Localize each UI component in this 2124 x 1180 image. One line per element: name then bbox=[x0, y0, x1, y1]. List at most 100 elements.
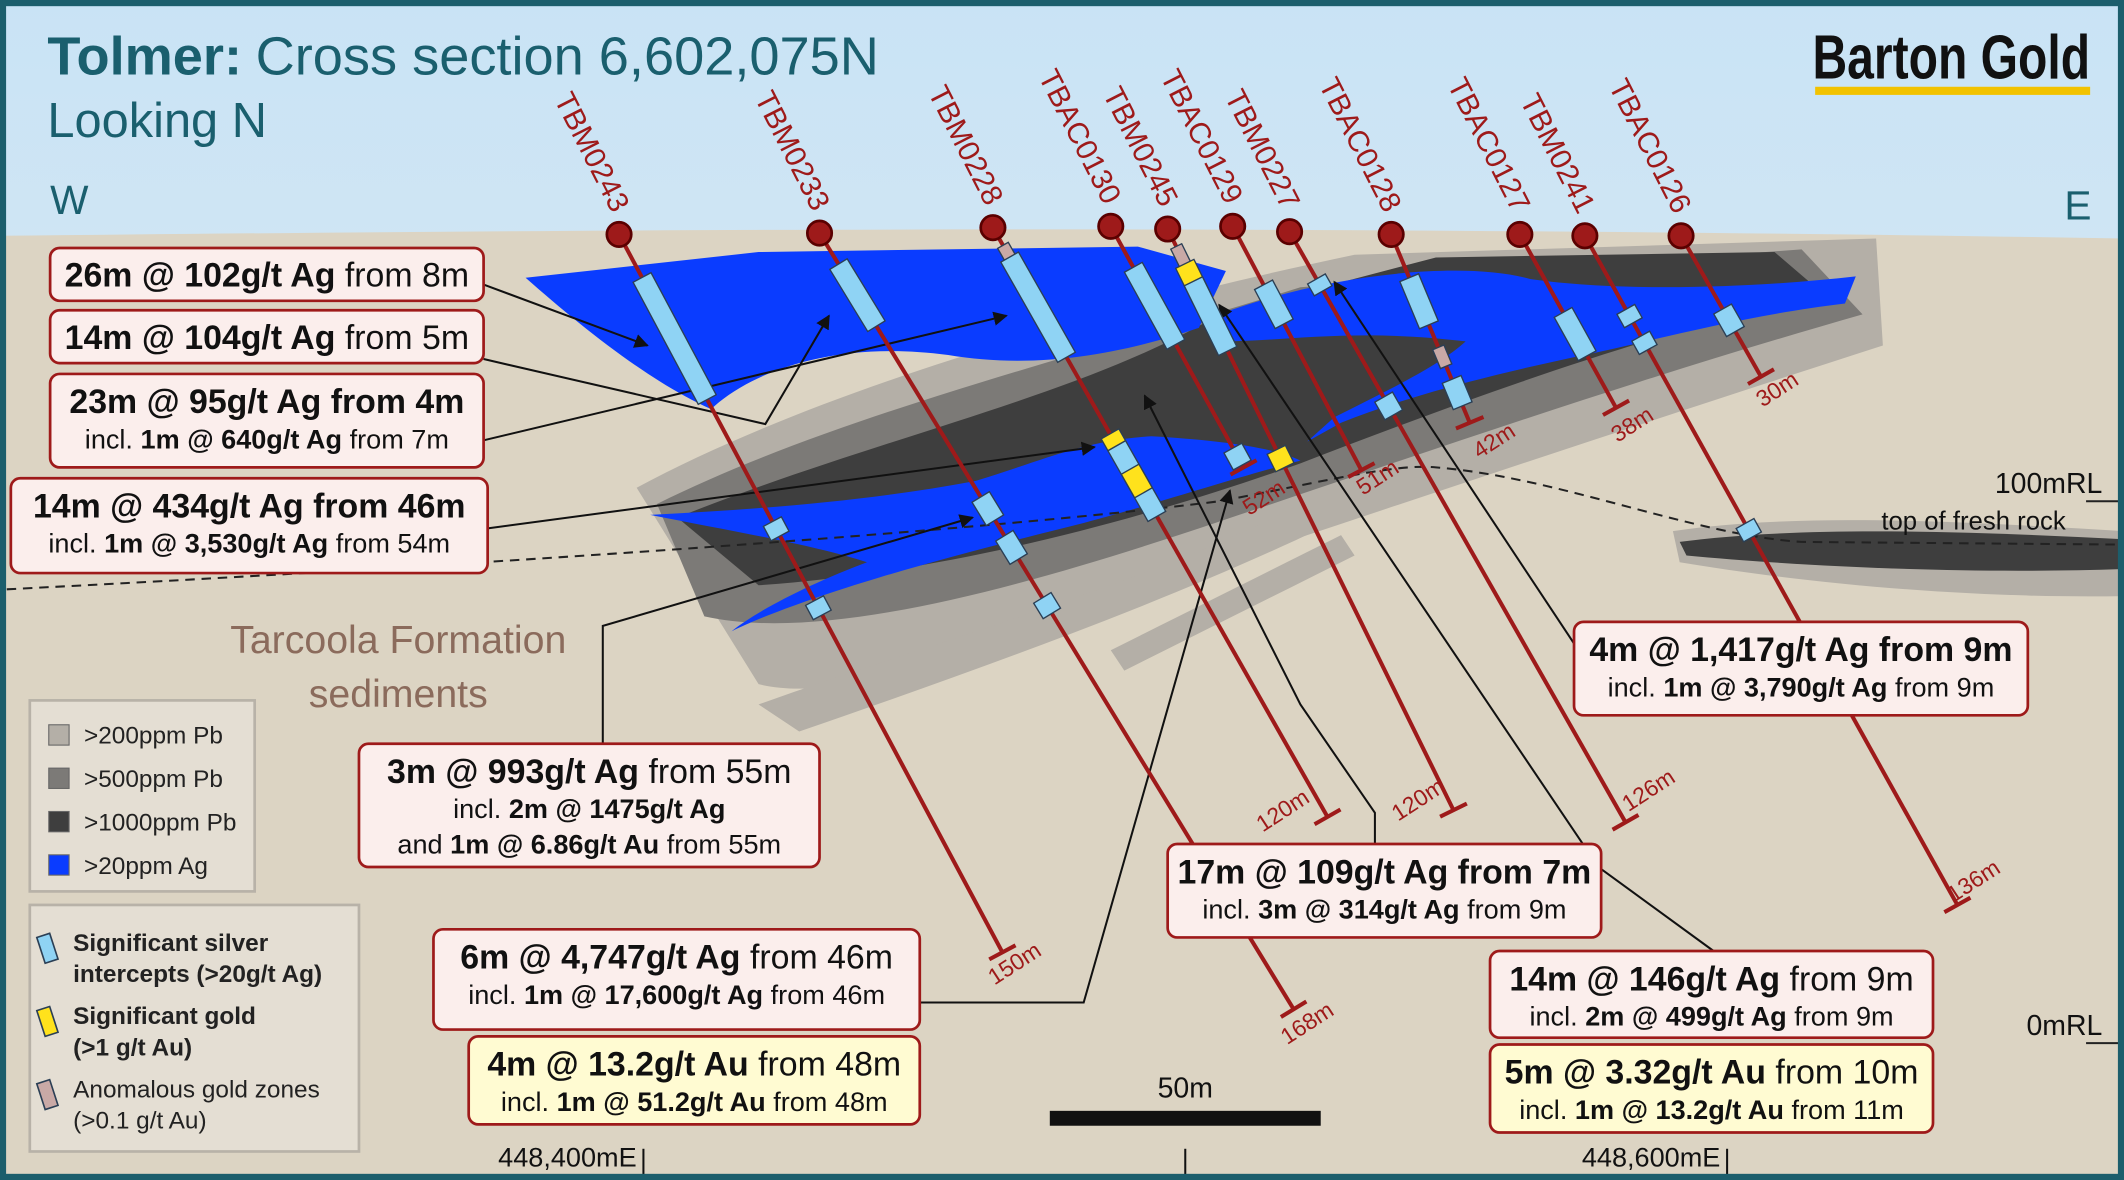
drillhole-end bbox=[1943, 895, 1972, 914]
intercept-line: 3m @ 993g/t Ag from 55m bbox=[387, 753, 791, 791]
intercept-line: 23m @ 95g/t Ag from 4m bbox=[69, 383, 464, 421]
intercept-line: 14m @ 434g/t Ag from 46m bbox=[33, 488, 466, 526]
intercept-marker bbox=[1120, 463, 1154, 499]
intercept-line: incl. 2m @ 499g/t Ag from 9m bbox=[1529, 1001, 1893, 1032]
leader bbox=[487, 441, 1096, 530]
drillhole-end bbox=[1455, 415, 1485, 431]
drillhole-collar bbox=[979, 214, 1007, 242]
formation-label: Tarcoola Formation bbox=[230, 618, 566, 662]
legend-box bbox=[28, 903, 361, 1153]
intercept-text: 1m @ 6.86g/t Au bbox=[450, 828, 659, 859]
intercept-text: 3m @ 993g/t Ag bbox=[387, 753, 639, 791]
intercept-text: 2m @ 1475g/t Ag bbox=[509, 793, 726, 824]
intercept-text: 1m @ 3,790g/t Ag bbox=[1663, 671, 1887, 702]
intercept-text: incl. bbox=[1608, 671, 1656, 702]
intercept-text: incl. bbox=[468, 979, 516, 1010]
intercept-line: 17m @ 109g/t Ag from 7m bbox=[1178, 853, 1592, 891]
intercept-marker bbox=[999, 251, 1077, 364]
drillhole-collar bbox=[1377, 220, 1405, 248]
intercept-text: 14m @ 146g/t Ag bbox=[1509, 960, 1780, 998]
intercept-text: from 9m bbox=[1790, 960, 1914, 998]
intercept-marker bbox=[1123, 261, 1186, 351]
intercept-text: 1m @ 3,530g/t Ag bbox=[104, 528, 328, 559]
intercept-line: 4m @ 13.2g/t Au from 48m bbox=[487, 1046, 901, 1084]
legend-label: Significant gold bbox=[73, 1003, 256, 1030]
intercept-text: from 55m bbox=[648, 753, 791, 791]
intercept-text: from 9m bbox=[1467, 893, 1566, 924]
intercept-line: incl. 1m @ 17,600g/t Ag from 46m bbox=[468, 979, 885, 1010]
intercept-marker bbox=[1100, 427, 1127, 452]
intercept-marker bbox=[1306, 273, 1333, 297]
legend-symbol bbox=[35, 1078, 60, 1111]
intercept-line: incl. 3m @ 314g/t Ag from 9m bbox=[1202, 893, 1566, 924]
intercept-text: incl. bbox=[1519, 1094, 1567, 1125]
intercept-text: from 54m bbox=[336, 528, 450, 559]
legend-label: intercepts (>20g/t Ag) bbox=[73, 961, 322, 988]
intercept-box bbox=[432, 927, 922, 1031]
intercept-line: incl. 1m @ 13.2g/t Au from 11m bbox=[1519, 1094, 1904, 1125]
legend-swatch bbox=[48, 854, 70, 876]
intercept-line: incl. 2m @ 1475g/t Ag bbox=[453, 793, 725, 824]
title: Tolmer: Cross section 6,602,075N bbox=[47, 27, 879, 87]
drillhole-trace bbox=[1287, 230, 1628, 824]
legend-label: >20ppm Ag bbox=[84, 853, 208, 880]
intercept-marker bbox=[1266, 444, 1295, 473]
intercept-text: incl. bbox=[501, 1086, 549, 1117]
drillhole-end bbox=[1611, 813, 1640, 832]
leader-lines bbox=[483, 280, 1715, 1004]
intercept-text: and bbox=[397, 828, 442, 859]
ag-zone bbox=[1219, 270, 1856, 442]
rl-label: 0mRL bbox=[2026, 1010, 2102, 1042]
intercept-line: 5m @ 3.32g/t Au from 10m bbox=[1505, 1054, 1919, 1092]
brand-underline bbox=[1815, 86, 2091, 95]
legend-label: >1000ppm Pb bbox=[84, 809, 236, 836]
subtitle: Looking N bbox=[47, 94, 267, 148]
intercept-line: 6m @ 4,747g/t Ag from 46m bbox=[460, 939, 893, 977]
easting-label: 448,400mE bbox=[498, 1141, 637, 1172]
intercept-text: 5m @ 3.32g/t Au bbox=[1505, 1054, 1766, 1092]
intercept-line: 26m @ 102g/t Ag from 8m bbox=[65, 257, 469, 295]
intercept-box bbox=[357, 742, 821, 869]
intercept-marker bbox=[1616, 303, 1644, 329]
geology bbox=[525, 238, 2124, 732]
intercept-box bbox=[48, 372, 485, 469]
west-label: W bbox=[50, 177, 89, 223]
intercept-text: 3m @ 314g/t Ag bbox=[1258, 893, 1459, 924]
legend-label: (>0.1 g/t Au) bbox=[73, 1107, 206, 1134]
intercept-marker bbox=[828, 257, 887, 333]
drillhole-end bbox=[1439, 801, 1468, 819]
drillhole-trace bbox=[1679, 234, 1763, 378]
legend-label: >200ppm Pb bbox=[84, 723, 223, 750]
title-text: Cross section 6,602,075N bbox=[256, 27, 879, 87]
intercept-text: from 8m bbox=[345, 257, 469, 295]
legend-label: Significant silver bbox=[73, 930, 269, 957]
intercept-marker bbox=[1398, 272, 1440, 330]
intercept-marker bbox=[971, 490, 1005, 527]
intercept-text: incl. bbox=[85, 423, 133, 454]
easting-label: 448,600mE bbox=[1582, 1141, 1721, 1172]
intercept-text: incl. bbox=[48, 528, 96, 559]
intercept-line: incl. 1m @ 51.2g/t Au from 48m bbox=[501, 1086, 888, 1117]
east-label: E bbox=[2064, 183, 2091, 229]
legend-label: >500ppm Pb bbox=[84, 766, 223, 793]
intercept-text: 1m @ 17,600g/t Ag bbox=[524, 979, 763, 1010]
intercept-text: 26m @ 102g/t Ag bbox=[65, 257, 336, 295]
legend-swatch bbox=[48, 767, 70, 789]
fresh-rock-label: top of fresh rock bbox=[1881, 508, 2066, 536]
drillhole-collar bbox=[1667, 222, 1695, 250]
intercept-box bbox=[1572, 620, 2030, 717]
intercept-box bbox=[48, 308, 485, 365]
intercept-marker bbox=[1712, 303, 1746, 338]
intercept-marker bbox=[1735, 517, 1763, 543]
intercept-box bbox=[48, 246, 485, 303]
intercept-marker bbox=[1253, 279, 1295, 330]
intercept-line: 14m @ 104g/t Ag from 5m bbox=[65, 319, 469, 357]
intercept-text: 4m @ 13.2g/t Au bbox=[487, 1046, 748, 1084]
intercept-text: incl. bbox=[1202, 893, 1250, 924]
legend-symbol bbox=[35, 1005, 60, 1038]
intercept-marker bbox=[632, 271, 718, 406]
intercept-text: from 7m bbox=[350, 423, 449, 454]
pb-1000-zone bbox=[1679, 531, 2124, 571]
